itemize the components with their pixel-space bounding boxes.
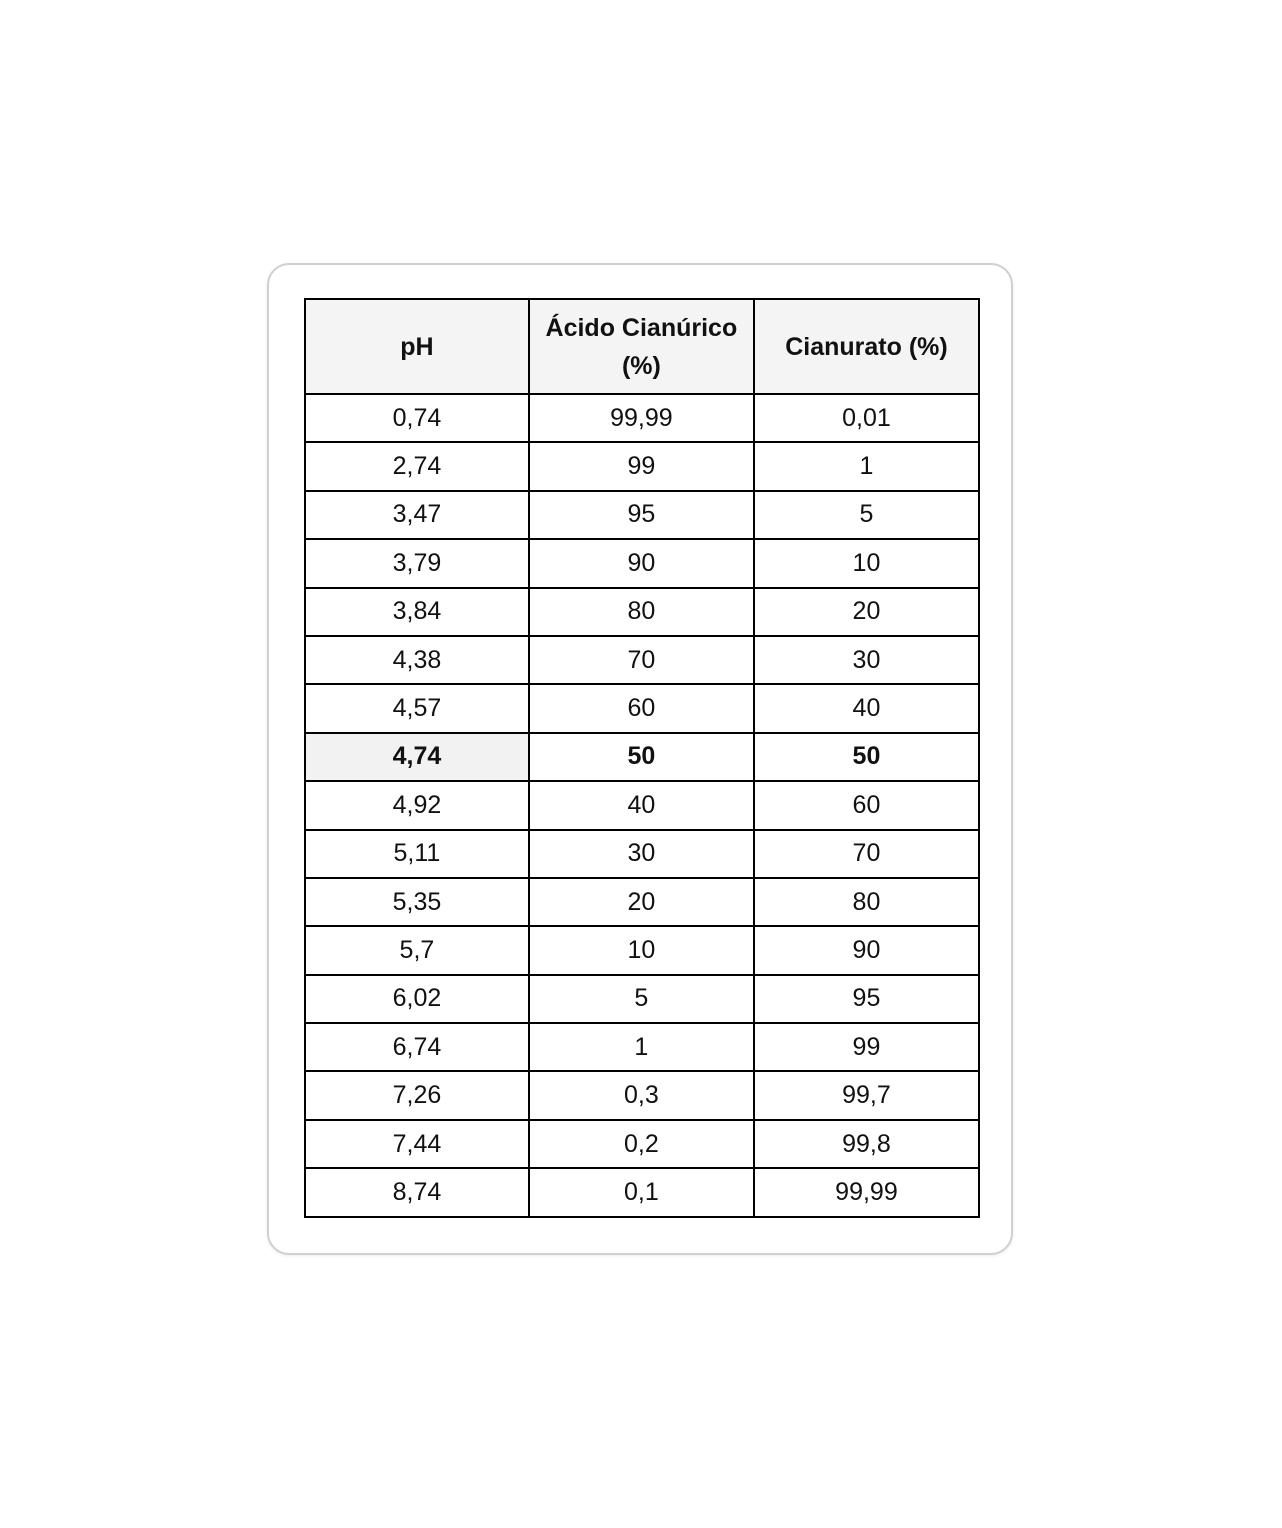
- cell-cyanuric-acid: 1: [527, 1022, 755, 1073]
- cell-cyanurate: 99,7: [752, 1070, 981, 1121]
- cell-cyanurate: 99,99: [752, 1167, 981, 1218]
- cell-ph: 7,44: [304, 1118, 530, 1170]
- table-row: 5,7 10 90: [304, 925, 981, 976]
- cell-cyanurate: 95: [752, 973, 981, 1025]
- cell-cyanuric-acid: 0,2: [527, 1118, 755, 1170]
- table-row: 3,79 90 10: [304, 538, 981, 589]
- cell-cyanurate: 50: [752, 731, 981, 783]
- cell-ph: 7,26: [304, 1070, 530, 1121]
- table-row: 4,38 70 30: [304, 634, 981, 686]
- cell-cyanurate: 70: [752, 828, 981, 879]
- cell-ph: 6,02: [304, 973, 530, 1025]
- cell-ph: 5,11: [304, 828, 530, 879]
- cell-ph: 8,74: [304, 1167, 530, 1218]
- cell-cyanurate: 60: [752, 780, 981, 831]
- table-row: 4,92 40 60: [304, 780, 981, 831]
- table-row: 6,02 5 95: [304, 973, 981, 1025]
- cell-ph: 2,74: [304, 441, 530, 492]
- table-row: 6,74 1 99: [304, 1022, 981, 1073]
- cell-cyanuric-acid: 0,3: [527, 1070, 755, 1121]
- cell-cyanurate: 20: [752, 586, 981, 637]
- cell-ph: 4,92: [304, 780, 530, 831]
- cell-cyanuric-acid: 20: [527, 876, 755, 928]
- cell-ph: 4,57: [304, 683, 530, 734]
- table-row: 5,11 30 70: [304, 828, 981, 879]
- cell-cyanurate: 99,8: [752, 1118, 981, 1170]
- cell-cyanurate: 0,01: [752, 392, 981, 444]
- cell-cyanuric-acid: 99: [527, 441, 755, 492]
- cell-ph: 6,74: [304, 1022, 530, 1073]
- cell-ph: 3,47: [304, 489, 530, 541]
- cell-cyanurate: 80: [752, 876, 981, 928]
- cell-cyanuric-acid: 30: [527, 828, 755, 879]
- cell-cyanuric-acid: 50: [527, 731, 755, 783]
- cell-cyanurate: 5: [752, 489, 981, 541]
- cell-ph: 3,79: [304, 538, 530, 589]
- cell-ph: 0,74: [304, 392, 530, 444]
- cell-cyanuric-acid: 60: [527, 683, 755, 734]
- cell-ph: 4,38: [304, 634, 530, 686]
- table-row: 3,84 80 20: [304, 586, 981, 637]
- cell-cyanuric-acid: 40: [527, 780, 755, 831]
- cyanuric-acid-table: pH Ácido Cianúrico (%) Cianurato (%) 0,7…: [304, 298, 981, 1218]
- table-row: 4,57 60 40: [304, 683, 981, 734]
- cell-cyanuric-acid: 70: [527, 634, 755, 686]
- cell-cyanurate: 90: [752, 925, 981, 976]
- table-row: 4,74 50 50: [304, 731, 981, 783]
- cell-cyanuric-acid: 90: [527, 538, 755, 589]
- table-row: 8,74 0,1 99,99: [304, 1167, 981, 1218]
- table-header-row: pH Ácido Cianúrico (%) Cianurato (%): [304, 298, 981, 395]
- cell-cyanurate: 10: [752, 538, 981, 589]
- cell-cyanuric-acid: 10: [527, 925, 755, 976]
- cell-cyanurate: 40: [752, 683, 981, 734]
- cell-cyanurate: 1: [752, 441, 981, 492]
- cell-cyanuric-acid: 95: [527, 489, 755, 541]
- cell-cyanuric-acid: 5: [527, 973, 755, 1025]
- table-row: 3,47 95 5: [304, 489, 981, 541]
- cell-ph: 5,7: [304, 925, 530, 976]
- header-ph: pH: [304, 298, 530, 395]
- table-row: 7,26 0,3 99,7: [304, 1070, 981, 1121]
- table-row: 0,74 99,99 0,01: [304, 392, 981, 444]
- cell-ph: 5,35: [304, 876, 530, 928]
- cell-ph: 4,74: [304, 731, 530, 783]
- cell-cyanurate: 30: [752, 634, 981, 686]
- cell-cyanuric-acid: 99,99: [527, 392, 755, 444]
- cell-cyanurate: 99: [752, 1022, 981, 1073]
- table-row: 2,74 99 1: [304, 441, 981, 492]
- cell-cyanuric-acid: 80: [527, 586, 755, 637]
- table-row: 7,44 0,2 99,8: [304, 1118, 981, 1170]
- header-cyanuric-acid: Ácido Cianúrico (%): [527, 298, 755, 395]
- table-row: 5,35 20 80: [304, 876, 981, 928]
- header-cyanurate: Cianurato (%): [752, 298, 981, 395]
- cell-ph: 3,84: [304, 586, 530, 637]
- cell-cyanuric-acid: 0,1: [527, 1167, 755, 1218]
